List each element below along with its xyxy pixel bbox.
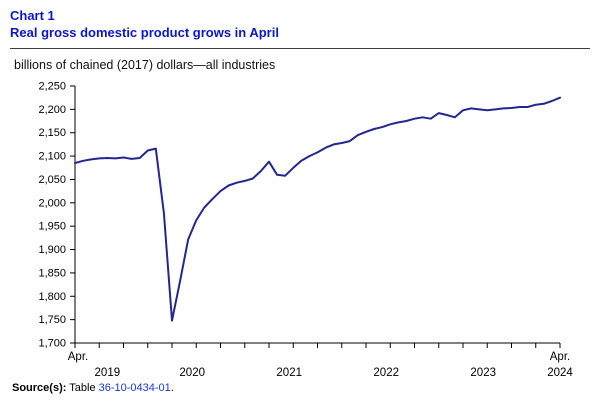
title-divider [10,47,590,49]
x-axis-year-label: 2023 [470,367,496,377]
y-axis-tick-label: 2,150 [38,127,66,139]
chart-title: Real gross domestic product grows in Apr… [10,24,279,40]
x-axis-year-label: 2021 [276,367,302,377]
source-table-link[interactable]: 36-10-0434-01 [98,381,171,394]
x-axis-start-label: Apr. [68,351,88,363]
source-period: . [170,381,174,394]
y-axis-tick-label: 1,800 [38,291,66,303]
chart-canvas: 1,700 1,750 1,800 1,850 1,900 1,950 2,000 2,050… [38,80,573,379]
y-axis-tick-label: 2,250 [38,80,66,92]
y-axis-tick-label: 2,200 [38,104,66,116]
y-axis-tick-label: 1,950 [38,220,66,232]
y-axis-tick-label: 1,750 [38,314,66,326]
source-note: Source(s): Table 36-10-0434-01. [12,382,590,394]
chart-subtitle: billions of chained (2017) dollars—all i… [14,57,276,72]
x-axis-end-label: Apr. [550,351,570,363]
y-axis-tick-label: 2,000 [38,197,66,209]
gdp-series-line [74,96,561,322]
y-axis-tick-label: 1,900 [38,244,66,256]
chart-number: Chart 1 [10,8,55,23]
y-axis-tick-label: 1,700 [38,337,66,349]
x-axis-year-label: 2019 [95,367,121,377]
y-axis-tick-label: 2,050 [38,174,66,186]
source-table-word: Table [69,381,96,394]
y-axis-tick-label: 1,850 [38,267,66,279]
chart-header: Chart 1 Real gross domestic product grow… [10,8,590,42]
x-axis-year-label: 2024 [547,367,573,377]
source-label: Source(s): [12,381,67,394]
gdp-line-chart: 1,700 1,750 1,800 1,850 1,900 1,950 2,000 2,050… [10,74,590,382]
x-axis-year-label: 2022 [373,367,399,377]
x-axis-year-label: 2020 [179,367,205,377]
y-axis-tick-label: 2,100 [38,150,66,162]
